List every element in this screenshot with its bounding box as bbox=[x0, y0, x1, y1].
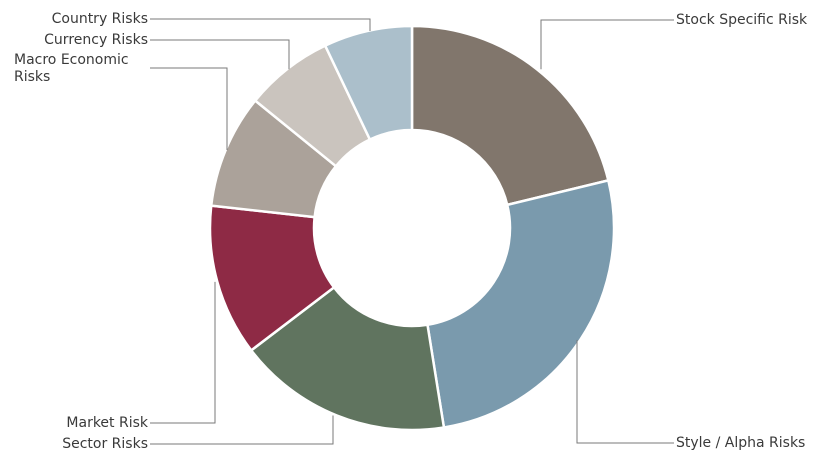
leader-line-market-risk bbox=[150, 281, 216, 424]
leader-lines bbox=[150, 18, 674, 445]
slice-stock-specific-risk bbox=[410, 24, 610, 207]
label-country-risks: Country Risks bbox=[52, 11, 148, 27]
slice-style-alpha-risks bbox=[426, 178, 616, 429]
leader-line-currency-risks bbox=[150, 39, 290, 70]
label-macro-economic-risks: Macro Economic Risks bbox=[14, 52, 129, 85]
label-market-risk: Market Risk bbox=[66, 415, 148, 431]
leader-line-sector-risks bbox=[150, 415, 334, 445]
leader-line-country-risks bbox=[150, 18, 371, 31]
leader-line-macro-economic-risks bbox=[150, 67, 228, 150]
label-stock-specific-risk: Stock Specific Risk bbox=[676, 12, 808, 28]
leader-line-stock-specific-risk bbox=[540, 19, 674, 70]
label-sector-risks: Sector Risks bbox=[62, 436, 148, 452]
label-style-alpha-risks: Style / Alpha Risks bbox=[676, 435, 805, 451]
label-currency-risks: Currency Risks bbox=[44, 32, 148, 48]
slice-country-risks bbox=[323, 24, 414, 142]
leader-line-style-alpha-risks bbox=[576, 339, 674, 444]
donut-slices bbox=[208, 24, 616, 432]
slice-labels: Stock Specific Risk Style / Alpha Risks Se… bbox=[14, 11, 808, 452]
slice-sector-risks bbox=[249, 285, 446, 432]
